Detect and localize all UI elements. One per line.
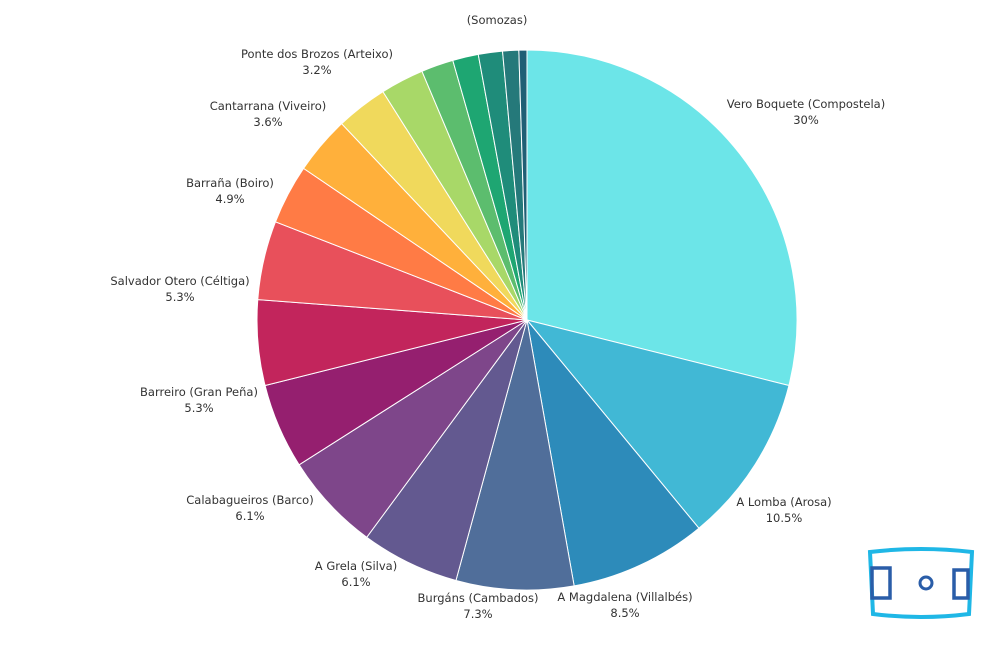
slice-label-name: Barreiro (Gran Peña) (140, 385, 258, 399)
slice-label-value: 5.3% (184, 401, 213, 415)
pie-slice-1[interactable] (525, 319, 790, 529)
slice-label-name: (Somozas) (467, 13, 528, 27)
pie-slice-2[interactable] (526, 318, 700, 587)
soccer-field-icon (867, 547, 975, 619)
slice-label-name: Barraña (Boiro) (186, 176, 274, 190)
slice-label-value: 30% (793, 113, 819, 127)
slice-label-value: 5.3% (165, 290, 194, 304)
slice-label-value: 10.5% (766, 511, 803, 525)
slice-label-name: A Magdalena (Villalbés) (557, 590, 692, 604)
slice-label-name: Cantarrana (Viveiro) (210, 99, 327, 113)
slice-label-value: 3.6% (253, 115, 282, 129)
slice-label-name: Salvador Otero (Céltiga) (110, 274, 249, 288)
slice-label-name: Ponte dos Brozos (Arteixo) (241, 47, 393, 61)
slice-label-value: 8.5% (610, 606, 639, 620)
slice-label-value: 3.2% (302, 63, 331, 77)
pie-slices (256, 49, 798, 591)
pie-labels: Vero Boquete (Compostela) 30% A Lomba (Aro… (110, 13, 885, 621)
slice-label-name: Vero Boquete (Compostela) (727, 97, 885, 111)
pie-slice-0[interactable] (526, 49, 798, 387)
slice-label-name: Calabagueiros (Barco) (186, 493, 313, 507)
pie-slice-3[interactable] (455, 319, 575, 591)
slice-label-value: 7.3% (463, 607, 492, 621)
pie-slice-17[interactable] (518, 49, 528, 321)
slice-label-value: 6.1% (341, 575, 370, 589)
slice-label-name: A Lomba (Arosa) (736, 495, 831, 509)
slice-label-value: 6.1% (235, 509, 264, 523)
slice-label-name: Burgáns (Cambados) (418, 591, 539, 605)
slice-label-value: 4.9% (215, 192, 244, 206)
slice-label-name: A Grela (Silva) (315, 559, 397, 573)
